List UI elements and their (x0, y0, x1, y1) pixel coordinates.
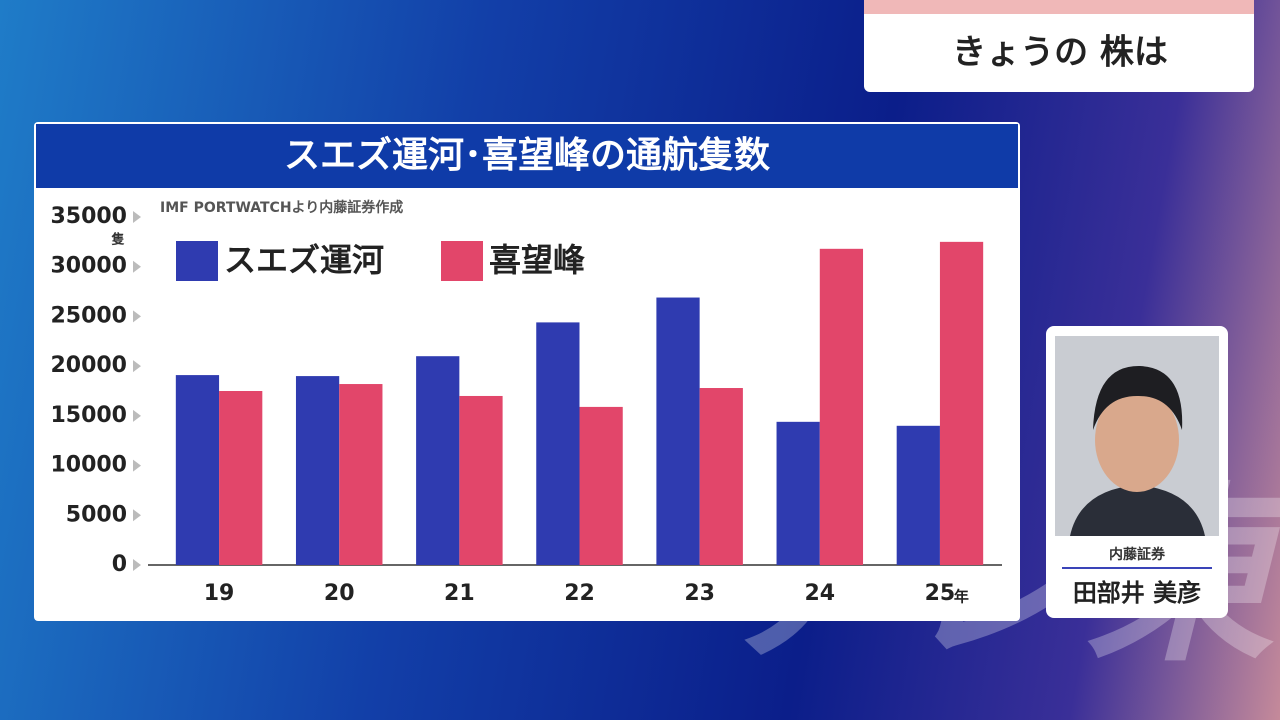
bar (459, 395, 503, 565)
y-unit: 隻 (110, 232, 124, 248)
bar (219, 391, 263, 565)
y-tick-label: 0 (112, 552, 127, 577)
x-tick-label: 22 (564, 581, 595, 606)
y-tick-label: 20000 (50, 353, 127, 378)
bar (656, 297, 700, 565)
legend-label: スエズ運河 (224, 241, 384, 279)
x-tick-label: 24 (804, 581, 835, 606)
y-tick-mark (133, 459, 141, 472)
y-tick-mark (133, 310, 141, 323)
presenter-company: 内藤証券 (1109, 546, 1166, 563)
y-tick-label: 15000 (50, 403, 127, 428)
y-tick-label: 10000 (50, 453, 127, 478)
chart-title: スエズ運河･喜望峰の通航隻数 (284, 134, 770, 176)
x-tick-label: 20 (324, 581, 355, 606)
y-tick-mark (133, 559, 141, 571)
presenter-suit (1070, 485, 1205, 536)
y-tick-label: 30000 (50, 254, 127, 279)
y-tick-label: 35000 (50, 204, 127, 229)
legend-label: 喜望峰 (489, 241, 585, 279)
bar (776, 421, 820, 565)
y-tick-mark (133, 211, 141, 223)
bar (579, 406, 623, 565)
x-tick-label: 25 (925, 581, 956, 606)
y-tick-mark (133, 409, 141, 422)
bar (175, 375, 220, 565)
y-tick-label: 25000 (50, 303, 127, 328)
header-box (864, 0, 1254, 92)
legend-swatch (176, 241, 218, 281)
y-tick-mark (133, 260, 141, 273)
presenter-hair (1093, 365, 1183, 430)
y-tick-mark (133, 509, 141, 522)
x-tick-label: 21 (444, 581, 475, 606)
x-unit: 年 (954, 588, 969, 606)
presenter-name: 田部井 美彦 (1073, 579, 1201, 607)
source-note: IMF PORTWATCHより内藤証券作成 (160, 199, 403, 216)
bar (896, 425, 940, 565)
title-bar (36, 124, 1018, 188)
bar (819, 248, 864, 565)
bar (416, 356, 460, 565)
header-strip (864, 0, 1254, 14)
bar (339, 384, 383, 565)
header-title: きょうの 株は (952, 33, 1168, 73)
bar (295, 376, 340, 565)
presenter-face (1095, 388, 1179, 492)
x-tick-label: 19 (204, 581, 235, 606)
x-tick-label: 23 (684, 581, 715, 606)
bar (939, 241, 984, 565)
bar (536, 322, 580, 565)
chart-panel (34, 122, 1020, 621)
y-tick-mark (133, 360, 141, 373)
legend-swatch (441, 241, 483, 281)
bar (699, 388, 743, 565)
y-tick-label: 5000 (66, 502, 127, 527)
